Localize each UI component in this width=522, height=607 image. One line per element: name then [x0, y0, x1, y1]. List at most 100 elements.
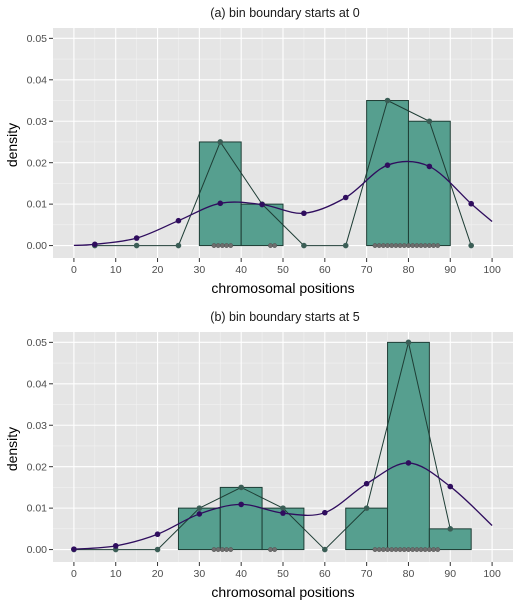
rug-point — [372, 547, 378, 552]
y-tick-label: 0.00 — [27, 544, 48, 556]
panel-a: (a) bin boundary starts at 0 density chr… — [4, 6, 513, 296]
rug-point — [422, 243, 428, 248]
bin-midpoint-point — [175, 242, 182, 249]
kde-point — [468, 200, 474, 207]
y-tick-label: 0.01 — [27, 199, 48, 211]
bin-midpoint-point — [468, 242, 474, 249]
x-tick-label: 100 — [483, 264, 501, 276]
bin-midpoint-point — [384, 97, 391, 104]
rug-point — [385, 243, 390, 248]
rug-point — [401, 547, 407, 552]
kde-point — [154, 531, 161, 538]
rug-point — [397, 243, 403, 248]
bin-midpoint-point — [133, 242, 140, 249]
y-tick-label: 0.01 — [27, 503, 48, 515]
rug-point — [372, 243, 378, 248]
y-tick-label: 0.05 — [27, 337, 48, 349]
kde-point — [175, 217, 182, 224]
rug-point — [268, 547, 273, 552]
rug-point — [422, 547, 428, 552]
rug-point — [431, 547, 436, 552]
y-tick-label: 0.02 — [27, 461, 48, 473]
kde-point — [322, 509, 328, 516]
kde-point — [447, 483, 454, 490]
histogram-bar — [219, 486, 263, 551]
rug-point — [380, 547, 386, 552]
x-tick-label: 70 — [361, 264, 373, 276]
bin-midpoint-point — [301, 242, 307, 249]
bin-midpoint-point — [363, 505, 370, 511]
x-tick-label: 30 — [194, 568, 206, 580]
rug-point — [418, 547, 424, 552]
rug-point — [435, 547, 441, 552]
panel-a-title: (a) bin boundary starts at 0 — [210, 6, 359, 20]
kde-point — [259, 201, 265, 208]
rug-point — [224, 547, 229, 552]
panel-b-ylabel: density — [4, 427, 20, 471]
kde-point — [112, 543, 119, 549]
rug-point — [219, 243, 225, 248]
x-tick-label: 70 — [361, 568, 373, 580]
rug-point — [228, 547, 234, 552]
rug-point — [426, 243, 432, 248]
rug-point — [414, 547, 420, 552]
midpoint-line — [73, 342, 451, 551]
rug-point — [410, 243, 416, 248]
x-tick-label: 0 — [71, 568, 77, 580]
histogram-bar — [387, 341, 430, 551]
rug-point — [435, 243, 441, 248]
y-tick-label: 0.04 — [27, 378, 48, 390]
bin-midpoint-point — [280, 505, 286, 511]
x-tick-label: 90 — [444, 264, 456, 276]
histogram-bar — [198, 141, 242, 247]
y-tick-label: 0.04 — [27, 74, 48, 86]
x-tick-label: 80 — [403, 568, 415, 580]
x-tick-label: 20 — [152, 568, 164, 580]
rug-point — [380, 243, 386, 248]
kde-point — [196, 511, 203, 517]
kde-point — [71, 546, 77, 552]
histogram-bar — [345, 507, 389, 551]
histogram-bar — [240, 203, 284, 247]
x-tick-label: 30 — [194, 264, 206, 276]
rug-point — [397, 547, 403, 552]
y-tick-label: 0.03 — [27, 420, 48, 432]
bin-midpoint-point — [342, 242, 349, 249]
x-tick-label: 10 — [110, 264, 122, 276]
kde-point — [426, 163, 433, 170]
x-tick-label: 90 — [444, 568, 456, 580]
rug-point — [418, 243, 424, 248]
rug-point — [393, 243, 399, 248]
rug-point — [385, 547, 390, 552]
rug-point — [215, 243, 221, 248]
bin-midpoint-point — [154, 546, 161, 553]
rug-point — [376, 547, 382, 552]
x-tick-label: 40 — [235, 264, 247, 276]
x-tick-label: 10 — [110, 568, 122, 580]
kde-point — [280, 510, 286, 516]
rug-point — [401, 243, 407, 248]
histogram-bar — [407, 120, 451, 247]
x-tick-label: 80 — [403, 264, 415, 276]
rug-point — [426, 547, 432, 552]
kde-point — [384, 162, 391, 168]
kde-curve — [73, 160, 493, 247]
x-tick-label: 50 — [277, 568, 289, 580]
panel-a-ylabel: density — [4, 123, 20, 167]
x-tick-label: 60 — [319, 264, 331, 276]
rug-point — [272, 243, 278, 248]
kde-point — [405, 460, 412, 466]
x-tick-label: 20 — [152, 264, 164, 276]
histogram-bar — [428, 528, 472, 551]
rug-point — [228, 243, 234, 248]
kde-point — [301, 210, 307, 217]
rug-point — [406, 243, 411, 248]
kde-point — [342, 194, 349, 201]
x-tick-label: 50 — [277, 264, 289, 276]
bin-midpoint-point — [405, 339, 412, 346]
kde-point — [217, 200, 224, 207]
panel-a-xlabel: chromosomal positions — [211, 280, 354, 296]
y-tick-label: 0.03 — [27, 116, 48, 128]
kde-point — [92, 241, 98, 248]
